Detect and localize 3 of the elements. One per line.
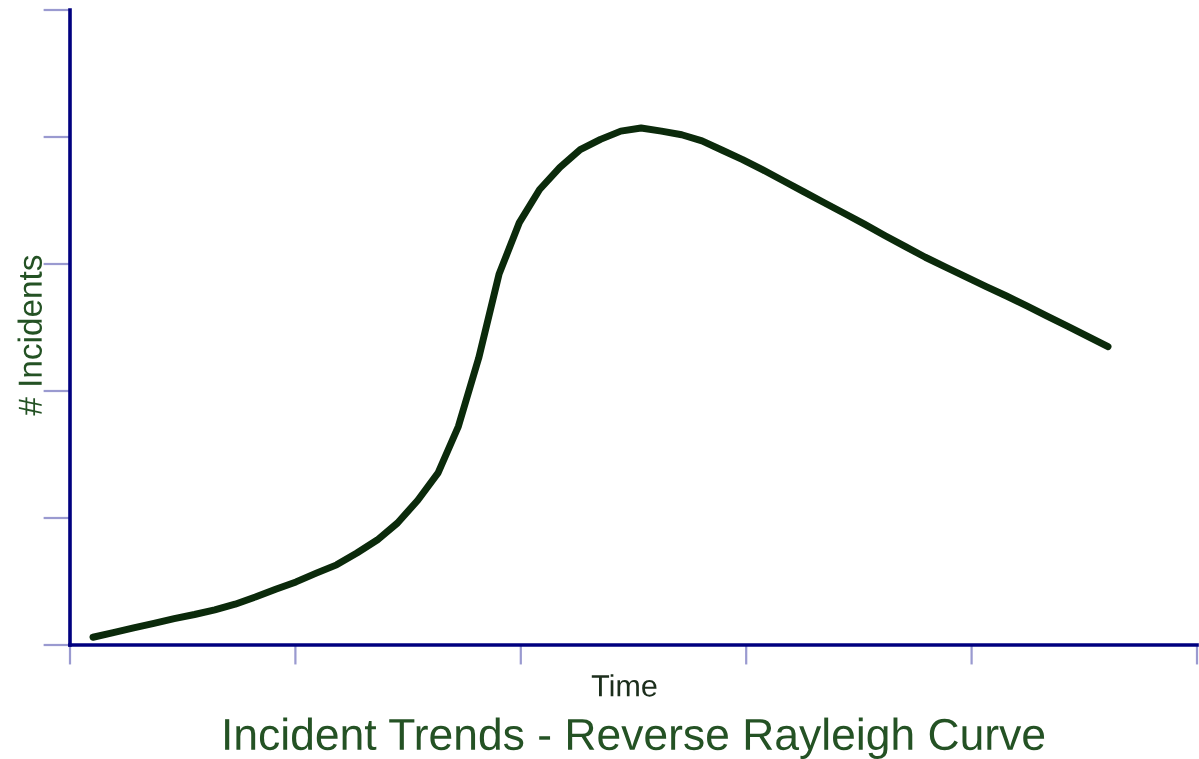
x-axis-title: Time (591, 674, 657, 697)
text: Incident Trends - Reverse Rayleigh Curve (225, 717, 1045, 759)
y-axis-title: # Incidents (17, 255, 42, 416)
